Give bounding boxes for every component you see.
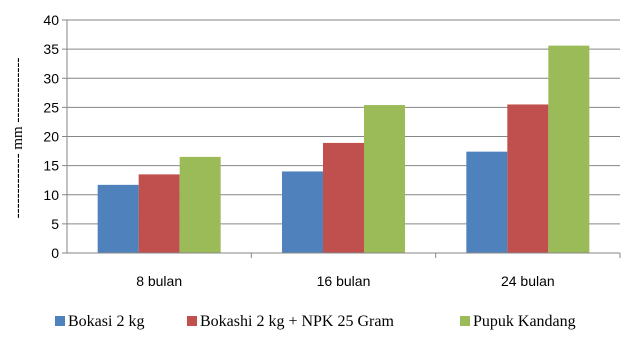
legend-label: Bokasi 2 kg — [68, 313, 144, 330]
category-label: 8 bulan — [136, 273, 182, 289]
bar-bokashi-2-kg-npk-25-gram-24-bulan — [507, 104, 549, 254]
y-tick-label: 35 — [43, 41, 59, 57]
bars — [97, 45, 590, 254]
y-tick-label: 20 — [43, 129, 59, 145]
category-labels: 8 bulan 16 bulan 24 bulan — [136, 253, 621, 289]
y-tick-label: 15 — [43, 158, 59, 174]
legend-swatch — [55, 316, 65, 326]
y-axis-ticks: 0 5 10 15 20 25 30 35 40 — [43, 12, 67, 261]
y-axis-label: ------------- mm ------------- — [10, 58, 26, 219]
legend-label: Pupuk Kandang — [473, 313, 576, 330]
bar-bokasi-2-kg-16-bulan — [282, 171, 323, 253]
legend-swatch — [187, 316, 197, 326]
y-tick-label: 5 — [51, 216, 59, 232]
legend-swatch — [460, 316, 470, 326]
bar-bokasi-2-kg-8-bulan — [97, 184, 139, 253]
bar-pupuk-kandang-16-bulan — [364, 105, 405, 253]
bar-bokashi-2-kg-npk-25-gram-16-bulan — [323, 142, 364, 253]
y-tick-label: 0 — [51, 245, 59, 261]
legend-label: Bokashi 2 kg + NPK 25 Gram — [200, 313, 394, 330]
legend: Bokasi 2 kg Bokashi 2 kg + NPK 25 Gram Pup… — [55, 313, 576, 330]
category-label: 16 bulan — [317, 273, 371, 289]
y-tick-label: 40 — [43, 12, 59, 28]
category-label: 24 bulan — [501, 273, 555, 289]
bar-pupuk-kandang-8-bulan — [179, 156, 221, 253]
bar-bokasi-2-kg-24-bulan — [466, 151, 508, 253]
y-tick-label: 30 — [43, 70, 59, 86]
bar-bokashi-2-kg-npk-25-gram-8-bulan — [138, 174, 180, 253]
axes — [66, 20, 620, 254]
bar-pupuk-kandang-24-bulan — [548, 45, 590, 253]
y-tick-label: 25 — [43, 99, 59, 115]
y-tick-label: 10 — [43, 187, 59, 203]
